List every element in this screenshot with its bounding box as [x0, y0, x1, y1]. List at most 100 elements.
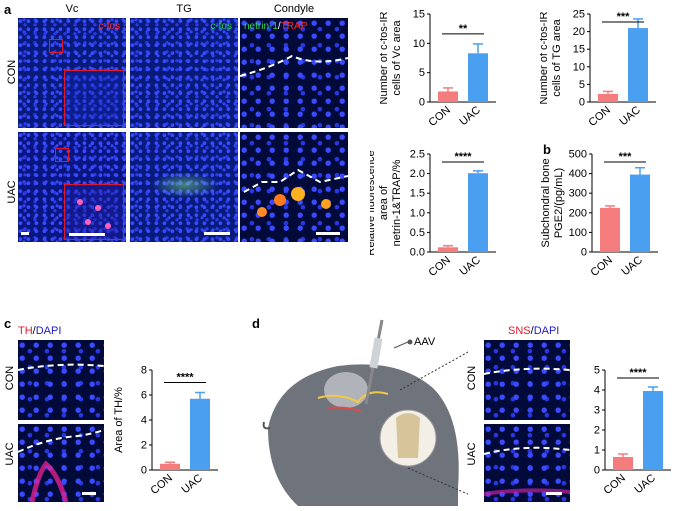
y-tick-label: 10 [413, 38, 425, 50]
y-tick-label: 0 [579, 97, 585, 109]
y-axis-label: area of [378, 185, 390, 220]
y-tick-label: 0.0 [410, 247, 425, 259]
y-tick-label: 4 [594, 385, 600, 397]
micrograph-vc-con: c-fos [18, 18, 126, 128]
scale-bar [204, 232, 230, 235]
row-label-uac-d: UAC [466, 442, 478, 466]
y-axis-label: PGE2/(pg/mL) [553, 168, 565, 238]
x-tick-label: UAC [457, 104, 483, 128]
significance-marker: **** [629, 367, 647, 379]
panel-label-c: c [4, 316, 12, 331]
scale-bar [316, 232, 340, 235]
y-tick-label: 5 [419, 67, 425, 79]
region-box [49, 39, 63, 53]
zoom-inset [64, 184, 124, 240]
row-label-con-c: CON [4, 365, 16, 391]
chart-th-area: 0 2 4 6 8 CON UAC **** Area of TH/% [113, 365, 218, 497]
bar-con [438, 247, 458, 252]
chart-netrin-trap: 0.0 0.5 1.0 1.5 2.0 2.5 CON UAC **** Relative flu… [370, 149, 496, 279]
y-tick-label: 25 [573, 9, 585, 21]
y-tick-label: 300 [569, 188, 587, 200]
y-tick-label: 100 [569, 227, 587, 239]
bar-con [160, 463, 180, 470]
column-header-vc: Vc [65, 3, 79, 15]
row-label-con-d: CON [466, 365, 478, 391]
x-tick-label: CON [586, 104, 612, 129]
panel-label-d: d [252, 316, 260, 331]
y-tick-label: 8 [141, 365, 147, 377]
label-sns: SNS [508, 325, 531, 337]
region-box [55, 148, 69, 162]
label-dapi: DAPI [35, 325, 62, 337]
y-tick-label: 1.5 [410, 188, 425, 200]
significance-marker: *** [617, 11, 631, 23]
marker-label-cfos-tg: c-fos [210, 21, 232, 32]
x-tick-label: UAC [179, 472, 205, 496]
x-tick-label: CON [426, 104, 452, 129]
micrograph-tg-con: c-fos [130, 18, 238, 128]
y-axis-label: cells of TG area [551, 18, 563, 96]
rat-injection-illustration [262, 319, 468, 506]
y-tick-label: 500 [569, 149, 587, 161]
marker-label-sns-dapi: SNS/DAPI [508, 325, 559, 337]
y-tick-label: 2 [594, 425, 600, 437]
y-tick-label: 0 [581, 247, 587, 259]
y-tick-label: 1 [594, 445, 600, 457]
y-tick-label: 0 [419, 97, 425, 109]
aav-label: AAV [414, 336, 436, 348]
label-trap: TRAP [280, 21, 308, 32]
micrograph-th-uac [18, 424, 104, 502]
x-tick-label: CON [601, 472, 627, 497]
y-tick-label: 4 [141, 415, 147, 427]
micrograph-condyle-uac [240, 132, 348, 242]
y-tick-label: 5 [594, 365, 600, 377]
chart-tg-cfos: 0 5 10 15 20 25 CON UAC *** Number of c-fos-IR cel… [540, 9, 656, 129]
y-tick-label: 200 [569, 207, 587, 219]
y-axis-label: Area of TH/% [113, 387, 125, 453]
bar-con [598, 93, 618, 102]
column-header-condyle: Condyle [273, 3, 315, 15]
row-label-con-a: CON [6, 59, 18, 85]
marker-label-netrin-trap: netrin-1/TRAP [244, 21, 307, 32]
marker-label-cfos: c-fos [98, 21, 120, 32]
y-axis-label: Number of c-fos-IR [380, 11, 390, 104]
panel-label-b: b [543, 142, 551, 157]
y-tick-label: 2.5 [410, 149, 425, 161]
boundary-line [240, 54, 348, 77]
x-tick-label: CON [588, 254, 614, 279]
y-tick-label: 0.5 [410, 227, 425, 239]
significance-marker: **** [454, 151, 472, 163]
chart-vc-cfos: 0 5 10 15 CON UAC ** Number of c-fos-IR cells of… [380, 9, 496, 129]
x-tick-label: UAC [619, 254, 645, 278]
scale-bar [82, 492, 96, 495]
label-slash: / [277, 21, 281, 32]
y-axis-label: Relative fluorescence [370, 150, 377, 255]
chart-pge2: 0 100 200 300 400 500 CON UAC *** Subchondral bon… [540, 149, 658, 279]
y-tick-label: 1.0 [410, 207, 425, 219]
y-tick-label: 2 [141, 440, 147, 452]
label-dapi: DAPI [533, 325, 560, 337]
micrograph-tg-uac [130, 132, 238, 242]
bar-uac [628, 28, 648, 102]
bar-uac [190, 398, 210, 470]
bar-con [613, 457, 633, 470]
y-tick-label: 5 [579, 79, 585, 91]
panel-label-a: a [4, 2, 12, 17]
significance-marker: ** [459, 23, 468, 35]
scale-bar [21, 232, 29, 235]
chart-sns-area: 0 1 2 3 4 5 CON UAC **** Area of SNS/% [575, 365, 671, 497]
micrograph-th-con [18, 340, 104, 420]
bar-uac [468, 53, 488, 102]
micrograph-sns-uac [484, 424, 570, 502]
y-tick-label: 15 [413, 9, 425, 21]
y-tick-label: 15 [573, 44, 585, 56]
x-tick-label: UAC [457, 254, 483, 278]
y-axis-label: cells of Vc area [391, 20, 403, 96]
y-tick-label: 6 [141, 390, 147, 402]
significance-marker: *** [619, 151, 633, 163]
zoom-inset [64, 70, 124, 126]
y-axis-label: netrin-1&TRAP/% [391, 159, 403, 246]
row-label-uac-a: UAC [6, 180, 18, 204]
label-slash: / [530, 325, 534, 337]
column-header-tg: TG [176, 3, 192, 15]
